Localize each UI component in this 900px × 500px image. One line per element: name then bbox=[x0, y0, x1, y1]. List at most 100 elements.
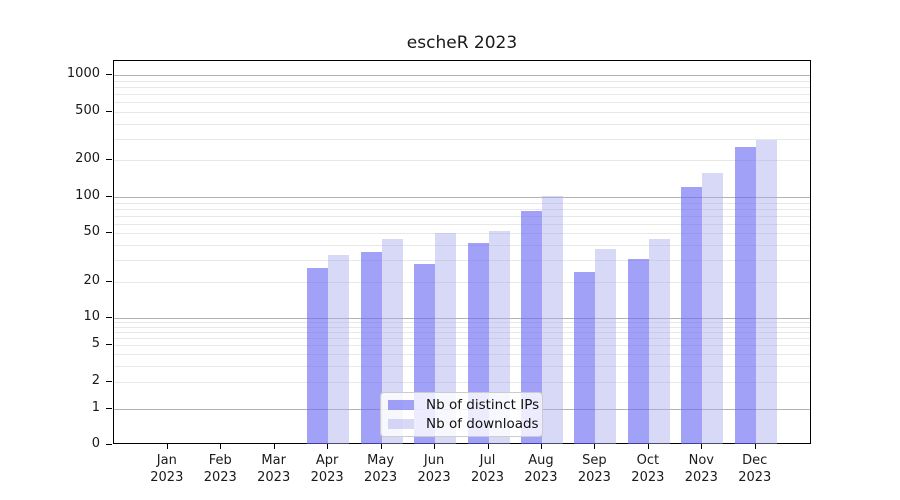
y-tick-label: 100 bbox=[75, 188, 100, 203]
gridline-minor bbox=[114, 332, 810, 334]
gridline-minor bbox=[114, 245, 810, 247]
legend-label-downloads: Nb of downloads bbox=[426, 416, 539, 432]
y-tick-label: 0 bbox=[91, 436, 100, 451]
x-tick-mark bbox=[701, 444, 703, 449]
y-tick-label: 20 bbox=[83, 272, 100, 288]
y-tick-mark bbox=[106, 232, 112, 233]
y-tick-label: 2 bbox=[91, 372, 100, 388]
gridline-minor bbox=[114, 326, 810, 328]
gridline-minor bbox=[114, 233, 810, 235]
gridline-minor bbox=[114, 223, 810, 225]
x-tick-mark bbox=[540, 444, 542, 449]
y-tick-mark bbox=[106, 444, 112, 445]
x-tick-month: Mar bbox=[261, 453, 286, 468]
bar-downloads-oct bbox=[648, 238, 670, 444]
legend-item-downloads: Nb of downloads bbox=[388, 416, 539, 432]
gridline-minor bbox=[114, 345, 810, 347]
x-tick-label: Dec 2023 bbox=[720, 452, 790, 486]
gridline-minor bbox=[114, 102, 810, 104]
x-tick-month: May bbox=[367, 453, 395, 468]
x-tick-month: Apr bbox=[315, 453, 339, 468]
y-tick-label: 5 bbox=[91, 336, 100, 352]
bar-distinct-ips-oct bbox=[627, 258, 649, 444]
x-tick-month: Sep bbox=[582, 453, 607, 468]
y-tick-mark bbox=[106, 344, 112, 345]
y-tick-label: 200 bbox=[75, 151, 100, 167]
gridline-minor bbox=[114, 215, 810, 217]
gridline-minor bbox=[114, 123, 810, 125]
bar-distinct-ips-nov bbox=[681, 187, 703, 444]
gridline-minor bbox=[114, 281, 810, 283]
x-tick-label: Jul 2023 bbox=[453, 452, 523, 486]
x-tick-label: May 2023 bbox=[346, 452, 416, 486]
x-tick-month: Jul bbox=[479, 453, 496, 468]
legend: Nb of distinct IPs Nb of downloads bbox=[380, 392, 543, 437]
x-tick-label: Mar 2023 bbox=[239, 452, 309, 486]
x-tick-label: Nov 2023 bbox=[666, 452, 736, 486]
gridline-minor bbox=[114, 365, 810, 367]
x-tick-year: 2023 bbox=[631, 470, 665, 485]
gridline-minor bbox=[114, 93, 810, 95]
bar-distinct-ips-dec bbox=[734, 146, 756, 444]
y-tick-mark bbox=[106, 196, 112, 197]
gridline-major bbox=[114, 197, 810, 198]
x-tick-year: 2023 bbox=[310, 470, 344, 485]
gridline-minor bbox=[114, 208, 810, 210]
x-tick-label: Oct 2023 bbox=[613, 452, 683, 486]
x-tick-year: 2023 bbox=[203, 470, 237, 485]
x-tick-mark bbox=[434, 444, 436, 449]
x-tick-label: Aug 2023 bbox=[506, 452, 576, 486]
x-tick-year: 2023 bbox=[257, 470, 291, 485]
gridline-minor bbox=[114, 80, 810, 82]
gridline-minor bbox=[114, 260, 810, 262]
gridline-minor bbox=[114, 322, 810, 324]
bar-downloads-jun bbox=[435, 233, 457, 444]
gridline-minor bbox=[114, 202, 810, 204]
y-tick-mark bbox=[106, 159, 112, 160]
y-tick-label: 10 bbox=[83, 309, 100, 324]
bar-downloads-sep bbox=[595, 249, 617, 444]
chart-title: escheR 2023 bbox=[406, 33, 518, 53]
x-tick-mark bbox=[380, 444, 382, 449]
x-tick-mark bbox=[166, 444, 168, 449]
bar-downloads-jul bbox=[488, 231, 510, 444]
legend-swatch-downloads bbox=[388, 419, 414, 429]
gridline-minor bbox=[114, 86, 810, 88]
x-tick-mark bbox=[594, 444, 596, 449]
x-tick-label: Jan 2023 bbox=[132, 452, 202, 486]
bar-downloads-aug bbox=[541, 196, 563, 444]
gridline-minor bbox=[114, 354, 810, 356]
y-tick-mark bbox=[106, 111, 112, 112]
y-tick-mark bbox=[106, 317, 112, 318]
x-tick-month: Nov bbox=[688, 453, 714, 468]
x-tick-label: Apr 2023 bbox=[292, 452, 362, 486]
bar-downloads-apr bbox=[328, 255, 350, 444]
x-tick-year: 2023 bbox=[470, 470, 505, 485]
x-tick-month: Jan bbox=[156, 453, 177, 468]
x-tick-year: 2023 bbox=[417, 470, 451, 485]
y-tick-label: 500 bbox=[75, 102, 100, 118]
plot-area: Nb of distinct IPs Nb of downloads bbox=[113, 60, 811, 444]
x-tick-year: 2023 bbox=[684, 470, 718, 485]
y-tick-mark bbox=[106, 408, 112, 409]
x-tick-label: Jun 2023 bbox=[399, 452, 469, 486]
x-tick-mark bbox=[273, 444, 275, 449]
x-tick-label: Sep 2023 bbox=[559, 452, 629, 486]
y-tick-mark bbox=[106, 281, 112, 282]
bar-distinct-ips-apr bbox=[307, 267, 329, 444]
gridline-minor bbox=[114, 338, 810, 340]
y-tick-label: 1 bbox=[91, 400, 100, 415]
gridline-minor bbox=[114, 381, 810, 383]
bar-downloads-dec bbox=[755, 139, 777, 444]
bar-distinct-ips-aug bbox=[520, 210, 542, 444]
x-tick-year: 2023 bbox=[524, 470, 558, 485]
gridline-major bbox=[114, 75, 810, 76]
gridline-minor bbox=[114, 138, 810, 140]
x-tick-mark bbox=[754, 444, 756, 449]
x-tick-month: Jun bbox=[423, 453, 445, 468]
bar-downloads-nov bbox=[702, 172, 724, 444]
y-tick-mark bbox=[106, 381, 112, 382]
x-tick-year: 2023 bbox=[150, 470, 184, 485]
x-tick-mark bbox=[327, 444, 329, 449]
